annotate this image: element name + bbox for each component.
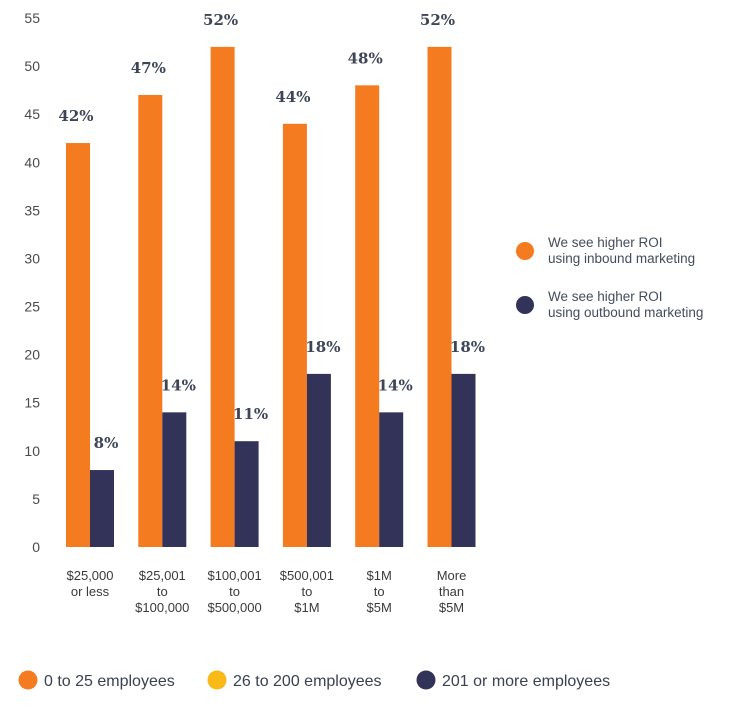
y-tick-label: 20: [24, 347, 40, 363]
data-label: 44%: [275, 88, 310, 106]
data-label: 14%: [378, 376, 413, 394]
data-label: 42%: [58, 107, 93, 125]
y-tick-label: 55: [24, 10, 40, 26]
y-tick-label: 10: [24, 443, 40, 459]
outbound-bar: [90, 470, 114, 547]
outbound-bar: [306, 373, 331, 547]
data-labels: 42% 47% 52% 44% 48% 52% 8% 14% 11% 18% 14% 18%: [58, 11, 485, 452]
legend: We see higher ROI using inbound marketing…: [516, 235, 703, 320]
employee-legend-marker: [416, 670, 436, 690]
bars: [66, 46, 476, 548]
legend-label: We see higher ROI using outbound marketin…: [548, 289, 703, 320]
legend-marker: [516, 296, 534, 314]
data-label: 18%: [305, 338, 340, 356]
outbound-bar: [451, 373, 476, 547]
y-tick-label: 25: [24, 299, 40, 315]
y-tick-label: 0: [32, 539, 40, 555]
legend-marker: [516, 242, 534, 260]
data-label: 47%: [131, 59, 166, 77]
data-label: 48%: [348, 49, 383, 67]
x-tick-label: $1M to $5M: [367, 568, 392, 615]
x-tick-label: $25,000 or less: [67, 568, 114, 599]
data-label: 18%: [450, 338, 485, 356]
inbound-bar: [66, 143, 90, 547]
outbound-bar: [234, 441, 259, 547]
employee-legend: 0 to 25 employees 26 to 200 employees 201 …: [18, 670, 610, 690]
y-tick-label: 50: [24, 58, 40, 74]
data-label: 52%: [420, 11, 455, 29]
data-label: 14%: [161, 376, 196, 394]
outbound-bar: [379, 412, 404, 547]
outbound-bar: [162, 412, 187, 547]
y-tick-label: 45: [24, 106, 40, 122]
employee-legend-label: 26 to 200 employees: [233, 673, 382, 690]
data-label: 52%: [203, 11, 238, 29]
y-tick-label: 40: [24, 154, 40, 170]
x-tick-label: $100,001 to $500,000: [207, 568, 261, 615]
inbound-bar: [138, 94, 163, 547]
y-axis: 0 5 10 15 20 25 30 35 40 45 50 55: [24, 10, 40, 555]
x-axis: $25,000 or less $25,001 to $100,000 $100,001 t…: [67, 568, 467, 615]
employee-legend-label: 201 or more employees: [442, 673, 610, 690]
data-label: 11%: [233, 405, 268, 423]
employee-legend-marker: [18, 670, 38, 690]
legend-label: We see higher ROI using inbound marketing: [548, 235, 695, 266]
data-label: 8%: [94, 434, 119, 452]
x-tick-label: $25,001 to $100,000: [135, 568, 189, 615]
employee-legend-label: 0 to 25 employees: [44, 673, 175, 690]
inbound-bar: [427, 46, 452, 547]
inbound-bar: [355, 85, 380, 547]
inbound-bar: [282, 123, 307, 548]
x-tick-label: More than $5M: [437, 568, 467, 615]
employee-legend-marker: [207, 670, 227, 690]
y-tick-label: 15: [24, 395, 40, 411]
y-tick-label: 30: [24, 250, 40, 266]
x-tick-label: $500,001 to $1M: [280, 568, 334, 615]
inbound-bar: [210, 46, 235, 547]
y-tick-label: 5: [32, 491, 40, 507]
y-tick-label: 35: [24, 202, 40, 218]
